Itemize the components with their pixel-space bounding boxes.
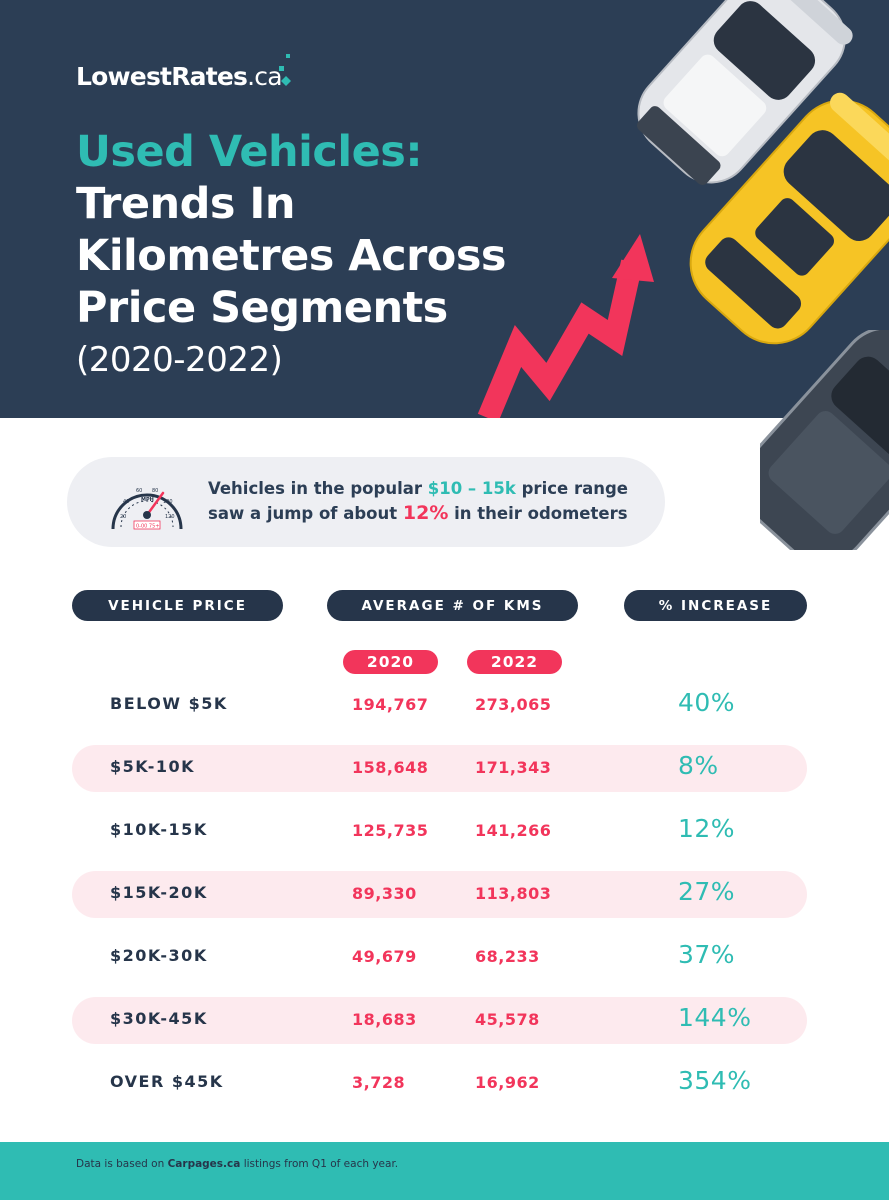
row-value-2022: 68,233: [475, 947, 540, 966]
row-value-2022: 16,962: [475, 1073, 540, 1092]
page-title: Used Vehicles: Trends In Kilometres Acro…: [76, 126, 507, 334]
title-line-3: Price Segments: [76, 283, 448, 333]
yellow-car-icon: [689, 92, 889, 345]
row-value-2022: 45,578: [475, 1010, 540, 1029]
row-segment: $10K-15K: [110, 820, 208, 839]
row-segment: $15K-20K: [110, 883, 208, 902]
speedo-tick-120: 120: [165, 514, 175, 520]
row-value-2022: 273,065: [475, 695, 552, 714]
row-value-2020: 125,735: [352, 821, 429, 840]
table-row: $30K-45K 18,683 45,578 144%: [72, 997, 807, 1044]
title-years: (2020-2022): [76, 340, 283, 380]
callout-percent: 12%: [402, 502, 449, 524]
row-segment: $5K-10K: [110, 757, 196, 776]
speedometer-icon: 20 40 60 80 100 120 MPH 0-00 75+: [111, 488, 183, 530]
dark-car-icon: [760, 330, 889, 550]
header-average-kms: AVERAGE # OF KMS: [327, 590, 578, 621]
header-percent-increase: % INCREASE: [624, 590, 807, 621]
table-row: BELOW $5K 194,767 273,065 40%: [72, 682, 807, 729]
white-car-icon: [637, 0, 853, 186]
row-segment: $20K-30K: [110, 946, 208, 965]
row-value-2020: 158,648: [352, 758, 429, 777]
row-segment: OVER $45K: [110, 1072, 224, 1091]
speedo-mph: MPH: [141, 497, 154, 503]
speedo-tick-100: 100: [163, 499, 173, 505]
speedo-tick-40: 40: [123, 499, 129, 505]
row-percent: 144%: [678, 1003, 752, 1032]
callout-text-part: saw a jump of about: [208, 504, 403, 523]
rising-arrow-icon: [477, 259, 643, 418]
callout-box: 20 40 60 80 100 120 MPH 0-00 75+ Vehicle…: [67, 457, 665, 547]
speedo-tick-60: 60: [136, 488, 142, 494]
row-value-2022: 171,343: [475, 758, 552, 777]
brand-logo: LowestRates.ca: [76, 62, 283, 91]
title-line-1: Trends In: [76, 179, 296, 229]
source-note: Data is based on Carpages.ca listings fr…: [76, 1158, 398, 1170]
row-percent: 8%: [678, 751, 719, 780]
row-percent: 12%: [678, 814, 736, 843]
row-value-2020: 49,679: [352, 947, 417, 966]
speedo-tick-20: 20: [120, 514, 126, 520]
row-percent: 354%: [678, 1066, 752, 1095]
title-accent: Used Vehicles:: [76, 127, 423, 177]
callout-price-range: $10 – 15k: [427, 479, 516, 498]
callout-line-1: Vehicles in the popular $10 – 15k price …: [208, 476, 628, 501]
table-row: $10K-15K 125,735 141,266 12%: [72, 808, 807, 855]
row-percent: 40%: [678, 688, 736, 717]
year-2022-badge: 2022: [467, 650, 562, 674]
footer-bar: Data is based on Carpages.ca listings fr…: [0, 1142, 889, 1200]
header-vehicle-price: VEHICLE PRICE: [72, 590, 283, 621]
speedo-tick-80: 80: [152, 488, 158, 494]
row-value-2022: 141,266: [475, 821, 552, 840]
callout-text: Vehicles in the popular $10 – 15k price …: [208, 476, 628, 526]
callout-text-part: in their odometers: [448, 504, 628, 523]
arrow-head-icon: [612, 234, 654, 282]
callout-line-2: saw a jump of about 12% in their odomete…: [208, 501, 628, 526]
data-table: BELOW $5K 194,767 273,065 40% $5K-10K 15…: [72, 682, 807, 1123]
source-note-part: Data is based on: [76, 1158, 168, 1170]
table-row: $20K-30K 49,679 68,233 37%: [72, 934, 807, 981]
callout-text-part: Vehicles in the popular: [208, 479, 428, 498]
title-line-2: Kilometres Across: [76, 231, 507, 281]
row-value-2022: 113,803: [475, 884, 552, 903]
sparkle-icon: [279, 54, 291, 86]
table-row: $5K-10K 158,648 171,343 8%: [72, 745, 807, 792]
row-segment: $30K-45K: [110, 1009, 208, 1028]
brand-name: LowestRates: [76, 62, 248, 91]
row-value-2020: 3,728: [352, 1073, 406, 1092]
row-value-2020: 18,683: [352, 1010, 417, 1029]
row-value-2020: 194,767: [352, 695, 429, 714]
row-percent: 27%: [678, 877, 736, 906]
brand-tld: .ca: [247, 62, 282, 91]
row-value-2020: 89,330: [352, 884, 417, 903]
source-site: Carpages.ca: [167, 1158, 241, 1170]
speedo-odometer: 0-00 75+: [136, 524, 160, 530]
table-row: $15K-20K 89,330 113,803 27%: [72, 871, 807, 918]
hero-illustration: [477, 0, 889, 418]
row-segment: BELOW $5K: [110, 694, 228, 713]
source-note-part: listings from Q1 of each year.: [240, 1158, 399, 1170]
callout-text-part: price range: [515, 479, 628, 498]
row-percent: 37%: [678, 940, 736, 969]
hero-banner: LowestRates.ca Used Vehicles: Trends In …: [0, 0, 889, 418]
table-row: OVER $45K 3,728 16,962 354%: [72, 1060, 807, 1107]
year-2020-badge: 2020: [343, 650, 438, 674]
